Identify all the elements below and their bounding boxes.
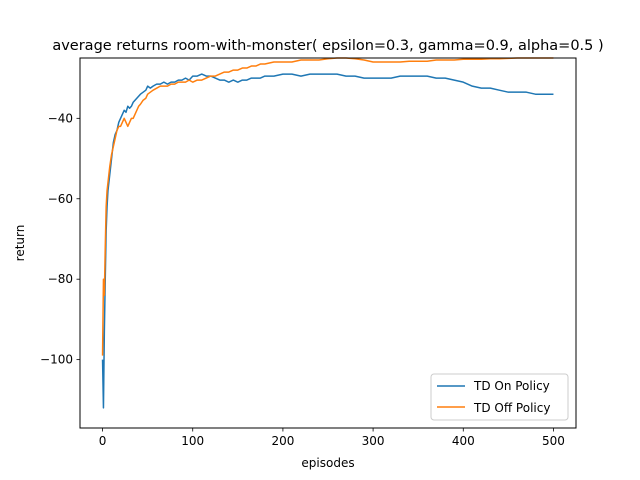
series-layer	[101, 57, 554, 409]
y-axis-ticks: −100 −80 −60 −40	[40, 111, 80, 367]
legend-label-td-on-policy: TD On Policy	[473, 379, 550, 393]
series-line-td-off-policy	[101, 57, 554, 356]
y-axis-label: return	[13, 225, 27, 262]
series-line-td-on-policy	[101, 73, 554, 409]
y-tick-label: −40	[48, 111, 73, 125]
axes-frame	[79, 57, 577, 429]
chart-title: average returns room-with-monster( epsil…	[52, 38, 603, 54]
legend: TD On Policy TD Off Policy	[430, 373, 569, 421]
x-tick-label: 400	[452, 434, 475, 448]
x-tick-label: 100	[181, 434, 204, 448]
x-axis-label: episodes	[301, 456, 354, 470]
y-tick-label: −80	[48, 272, 73, 286]
x-tick-label: 200	[271, 434, 294, 448]
y-tick-label: −100	[40, 353, 73, 367]
x-tick-label: 300	[362, 434, 385, 448]
x-tick-label: 0	[99, 434, 107, 448]
legend-box	[430, 373, 569, 421]
x-axis-ticks: 0 100 200 300 400 500	[99, 428, 565, 448]
legend-label-td-off-policy: TD Off Policy	[473, 401, 550, 415]
y-tick-label: −60	[48, 192, 73, 206]
plot-area	[79, 57, 577, 429]
x-tick-label: 500	[542, 434, 565, 448]
